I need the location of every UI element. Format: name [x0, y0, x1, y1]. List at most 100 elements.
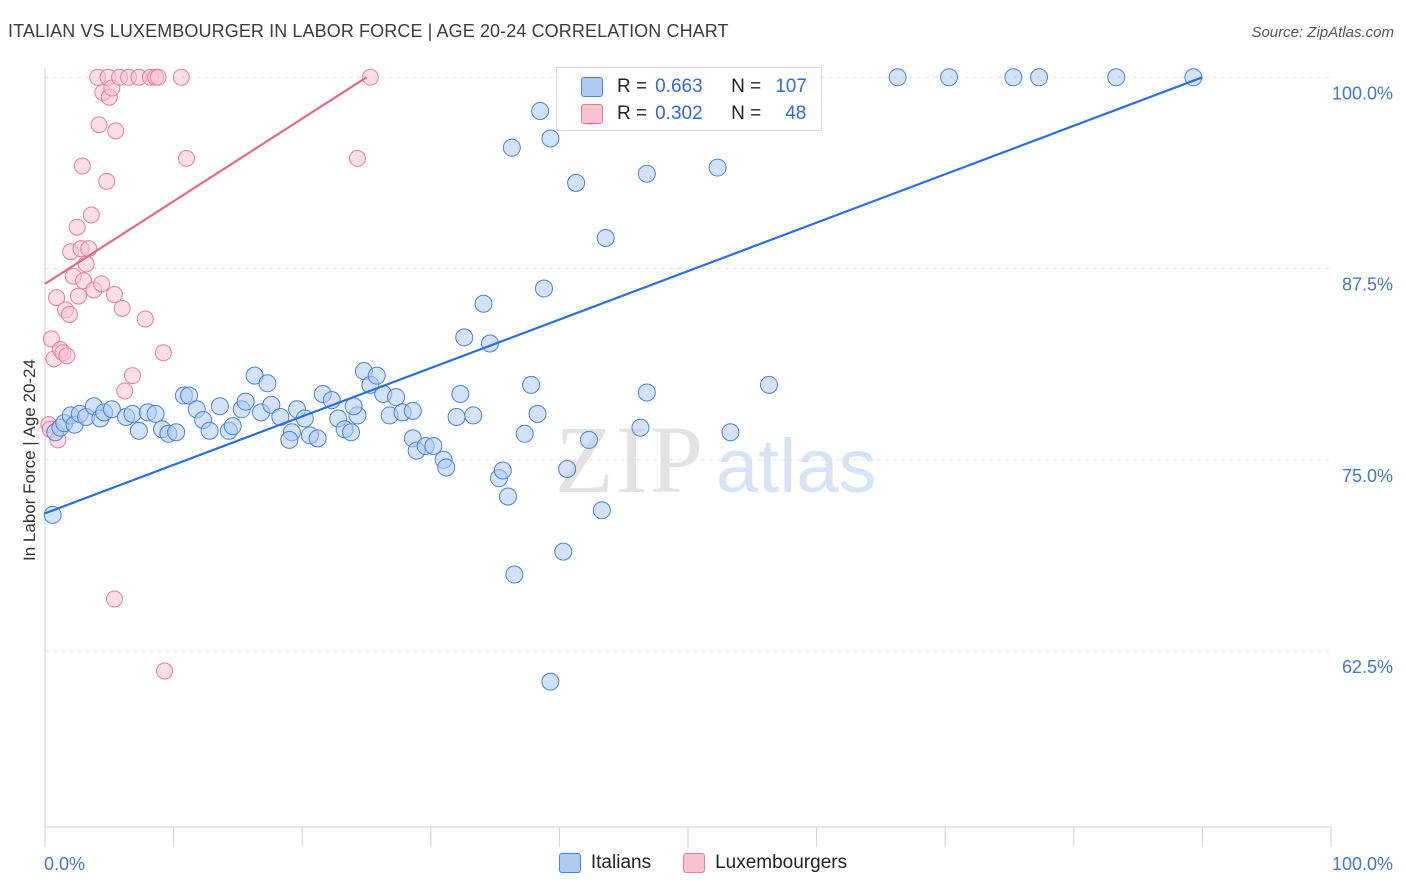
italian-point — [447, 407, 466, 426]
luxembourger-point — [149, 68, 167, 86]
luxembourger-point — [80, 240, 98, 258]
italian-point — [522, 375, 541, 394]
y-tick-label: 62.5% — [1342, 657, 1393, 677]
italian-point — [474, 294, 493, 313]
italian-point — [180, 386, 199, 405]
legend-swatch-italians — [558, 853, 581, 873]
italian-point — [940, 68, 959, 87]
italian-point — [223, 417, 242, 436]
tick-labels: 62.5% 75.0% 87.5% 100.0% 0.0% 100.0% — [44, 83, 1393, 874]
italians-swatch — [581, 77, 603, 97]
legend-item-luxembourgers[interactable]: Luxembourgers — [683, 852, 847, 874]
y-tick-label: 100.0% — [1332, 83, 1393, 103]
italian-point — [498, 487, 517, 506]
gridlines — [45, 76, 1331, 652]
italian-point — [493, 461, 512, 480]
y-tick-label: 87.5% — [1342, 275, 1393, 295]
italian-point — [129, 421, 148, 440]
italians-r-label: R = — [617, 76, 648, 97]
italian-point — [596, 228, 615, 247]
italian-points — [43, 68, 1203, 691]
legend-swatch-luxembourgers — [683, 853, 706, 873]
luxembourger-point — [48, 289, 66, 307]
italian-point — [631, 418, 650, 437]
x-tick-label-max: 100.0% — [1332, 854, 1393, 874]
italian-point — [146, 404, 165, 423]
italian-point — [437, 458, 456, 477]
italian-point — [637, 164, 656, 183]
chart-title: ITALIAN VS LUXEMBOURGER IN LABOR FORCE |… — [8, 21, 729, 41]
stats-row-luxembourgers: R = 0.302 N = 48 — [581, 102, 806, 126]
legend: Italians Luxembourgers — [0, 852, 1406, 874]
stats-box: R = 0.663 N = 107 R = 0.302 N = 48 — [556, 67, 822, 131]
stats-row-italians: R = 0.663 N = 107 — [581, 75, 807, 99]
luxembourger-point — [156, 662, 174, 680]
legend-label-italians: Italians — [590, 852, 652, 873]
luxembourgers-swatch — [581, 104, 603, 124]
source-label: Source: ZipAtlas.com — [1251, 24, 1394, 41]
luxembourger-point — [60, 305, 78, 323]
italian-point — [760, 375, 779, 394]
italian-point — [236, 392, 255, 411]
italian-point — [502, 138, 521, 157]
italian-point — [637, 383, 656, 402]
luxembourgers-n-value: 48 — [785, 103, 807, 124]
italian-point — [200, 421, 219, 440]
italians-r-value: 0.663 — [655, 76, 703, 97]
luxembourger-point — [93, 275, 111, 293]
legend-label-luxembourgers: Luxembourgers — [715, 852, 848, 873]
italian-point — [721, 423, 740, 442]
watermark-zip: ZIP — [555, 406, 705, 513]
italian-point — [505, 565, 524, 584]
luxembourger-point — [58, 347, 76, 365]
luxembourgers-n-label: N = — [731, 103, 762, 124]
italian-point — [123, 404, 142, 423]
italian-point — [888, 68, 907, 87]
luxembourger-point — [105, 286, 123, 304]
watermark: ZIP atlas — [555, 406, 877, 513]
watermark-atlas: atlas — [716, 424, 877, 509]
italian-point — [262, 395, 281, 414]
italians-trendline — [44, 76, 1203, 515]
italian-point — [167, 423, 186, 442]
luxembourger-point — [136, 310, 154, 328]
luxembourger-point — [69, 287, 87, 305]
italian-point — [455, 328, 474, 347]
italians-n-value: 107 — [775, 76, 807, 97]
italian-point — [1030, 68, 1049, 87]
luxembourgers-r-label: R = — [617, 103, 648, 124]
italian-point — [367, 366, 386, 385]
italian-point — [592, 501, 611, 520]
italian-point — [558, 459, 577, 478]
luxembourger-point — [172, 68, 190, 86]
italian-point — [464, 406, 483, 425]
italians-n-label: N = — [731, 76, 762, 97]
luxembourger-point — [105, 590, 123, 608]
luxembourger-point — [98, 172, 116, 190]
italian-point — [528, 404, 547, 423]
luxembourger-point — [82, 206, 100, 224]
italian-point — [258, 374, 277, 393]
italian-point — [451, 385, 470, 404]
italian-point — [579, 430, 598, 449]
italian-point — [1107, 68, 1126, 87]
luxembourgers-trendline — [44, 76, 368, 285]
italian-point — [531, 101, 550, 120]
luxembourger-point — [123, 367, 141, 385]
italian-point — [387, 388, 406, 407]
italian-point — [567, 173, 586, 192]
luxembourgers-r-value: 0.302 — [655, 103, 703, 124]
italian-point — [541, 129, 560, 148]
legend-item-italians[interactable]: Italians — [558, 852, 652, 874]
italian-point — [210, 397, 229, 416]
luxembourger-point — [68, 218, 86, 236]
italian-point — [1004, 68, 1023, 87]
italian-point — [554, 542, 573, 561]
italian-point — [424, 437, 443, 456]
italian-point — [403, 401, 422, 420]
x-tick-label-min: 0.0% — [44, 854, 85, 874]
italian-point — [534, 279, 553, 298]
luxembourger-point — [361, 68, 379, 86]
italian-point — [708, 158, 727, 177]
